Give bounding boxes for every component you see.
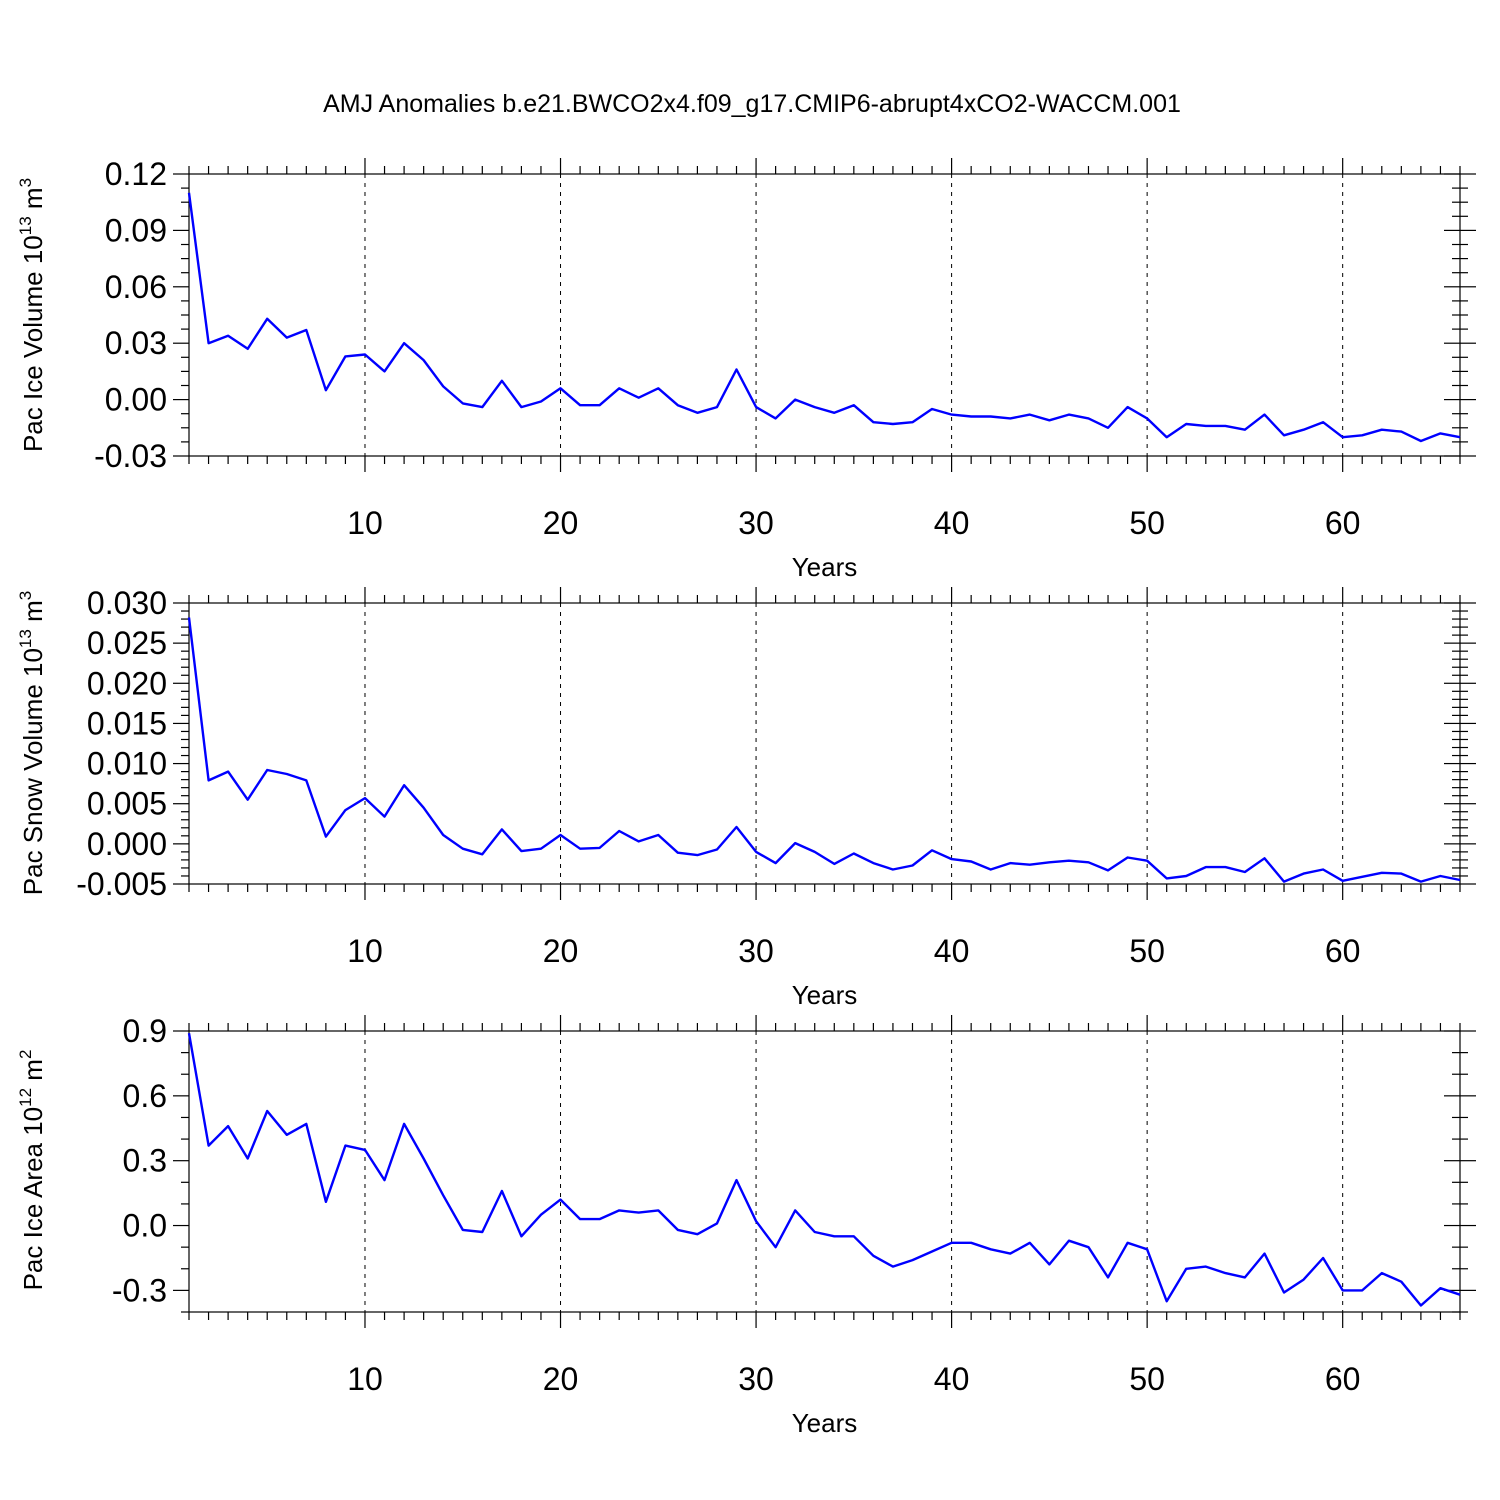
y-tick-label: 0.03 (105, 325, 167, 361)
y-tick-label: 0.0 (123, 1208, 167, 1244)
x-tick-label: 60 (1325, 933, 1361, 969)
x-tick-label: 10 (347, 1361, 383, 1397)
y-axis-label-exponent: 2 (16, 1050, 35, 1059)
x-tick-label: 10 (347, 933, 383, 969)
snow-volume-series-line (187, 617, 1461, 883)
ice-volume-plot-frame (188, 173, 1461, 457)
x-tick-label: 50 (1129, 1361, 1165, 1397)
figure-title: AMJ Anomalies b.e21.BWCO2x4.f09_g17.CMIP… (323, 90, 1181, 118)
panel-ice-area: 10 20 30 40 50 60 -0.3 0.0 0.3 0.6 0.9 Years Pac Ice… (16, 1013, 1476, 1438)
y-tick-label: -0.005 (76, 866, 167, 902)
y-tick-label: 0.6 (123, 1078, 167, 1114)
x-tick-label: 50 (1129, 933, 1165, 969)
x-tick-label: 60 (1325, 1361, 1361, 1397)
x-tick-label: 20 (543, 933, 579, 969)
y-tick-label: 0.06 (105, 269, 167, 305)
y-tick-label: 0.030 (87, 585, 167, 621)
y-axis-label-text: Pac Ice Area 10 (18, 1107, 48, 1291)
y-tick-label: 0.12 (105, 156, 167, 192)
y-tick-label: 0.010 (87, 746, 167, 782)
x-tick-label: 30 (738, 1361, 774, 1397)
x-tick-label: 40 (934, 1361, 970, 1397)
y-tick-label: -0.03 (94, 438, 167, 474)
x-axis-label: Years (792, 1408, 858, 1438)
x-tick-label: 30 (738, 505, 774, 541)
y-axis-label-exponent: 13 (16, 629, 35, 648)
x-tick-label: 20 (543, 505, 579, 541)
y-tick-label: -0.3 (112, 1272, 167, 1308)
y-tick-label: 0.000 (87, 826, 167, 862)
x-tick-label: 60 (1325, 505, 1361, 541)
y-axis-label: Pac Snow Volume 1013 m3 (16, 591, 48, 895)
y-tick-label: 0.9 (123, 1013, 167, 1049)
y-tick-label: 0.3 (123, 1143, 167, 1179)
x-tick-label: 40 (934, 505, 970, 541)
x-tick-label: 10 (347, 505, 383, 541)
y-tick-label: 0.09 (105, 212, 167, 248)
y-axis-label-text: m (18, 600, 48, 629)
snow-volume-plot-frame (188, 602, 1461, 885)
y-tick-label: 0.005 (87, 786, 167, 822)
x-axis-label: Years (792, 980, 858, 1010)
y-tick-label: 0.015 (87, 705, 167, 741)
panel-snow-volume: 10 20 30 40 50 60 -0.005 0.000 0.005 0.010 0.015 0.… (16, 585, 1476, 1010)
x-tick-label: 40 (934, 933, 970, 969)
y-tick-label: 0.00 (105, 382, 167, 418)
y-axis-label-text: m (18, 1059, 48, 1088)
y-axis-label-exponent: 3 (16, 591, 35, 600)
y-axis-label: Pac Ice Volume 1013 m3 (16, 178, 48, 452)
x-tick-label: 30 (738, 933, 774, 969)
x-axis-label: Years (792, 552, 858, 582)
y-axis-label: Pac Ice Area 1012 m2 (16, 1050, 48, 1291)
y-axis-label-text: Pac Snow Volume 10 (18, 648, 48, 895)
ice-area-plot-frame (188, 1030, 1461, 1313)
y-tick-label: 0.025 (87, 625, 167, 661)
y-tick-label: 0.020 (87, 665, 167, 701)
y-axis-label-text: Pac Ice Volume 10 (18, 235, 48, 452)
ice-area-series-line (187, 1032, 1461, 1307)
x-tick-label: 50 (1129, 505, 1165, 541)
x-tick-label: 20 (543, 1361, 579, 1397)
y-axis-label-exponent: 12 (16, 1088, 35, 1107)
y-axis-label-exponent: 13 (16, 216, 35, 235)
ice-volume-series-line (187, 192, 1461, 443)
panel-ice-volume: 10 20 30 40 50 60 -0.03 0.00 0.03 0.06 0.09 0.12 Yea… (16, 156, 1476, 582)
y-axis-label-exponent: 3 (16, 178, 35, 187)
y-axis-label-text: m (18, 187, 48, 216)
